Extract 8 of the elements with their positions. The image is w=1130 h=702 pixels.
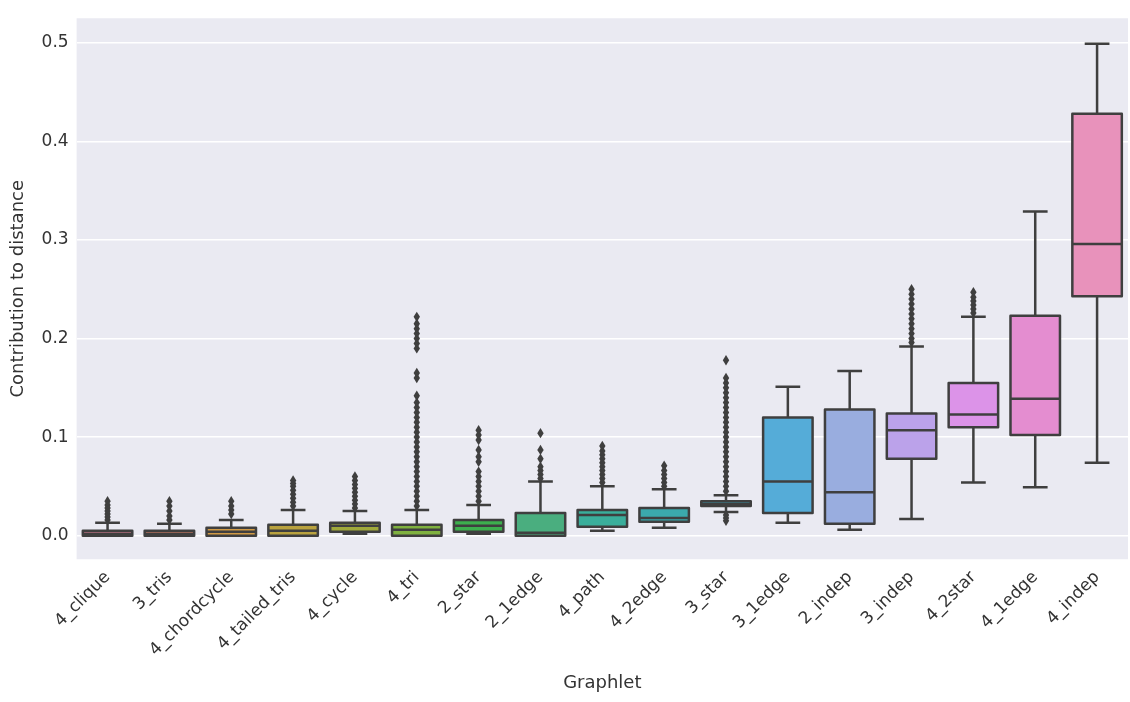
y-tick-label: 0.2 — [41, 326, 69, 347]
y-tick-label: 0.1 — [41, 425, 69, 446]
y-tick-label: 0.0 — [41, 524, 69, 545]
y-axis-title: Contribution to distance — [6, 179, 28, 398]
y-tick-label: 0.5 — [41, 31, 69, 52]
y-tick-label: 0.4 — [41, 129, 69, 150]
x-axis-title: Graphlet — [563, 670, 642, 692]
y-tick-label: 0.3 — [41, 228, 69, 249]
